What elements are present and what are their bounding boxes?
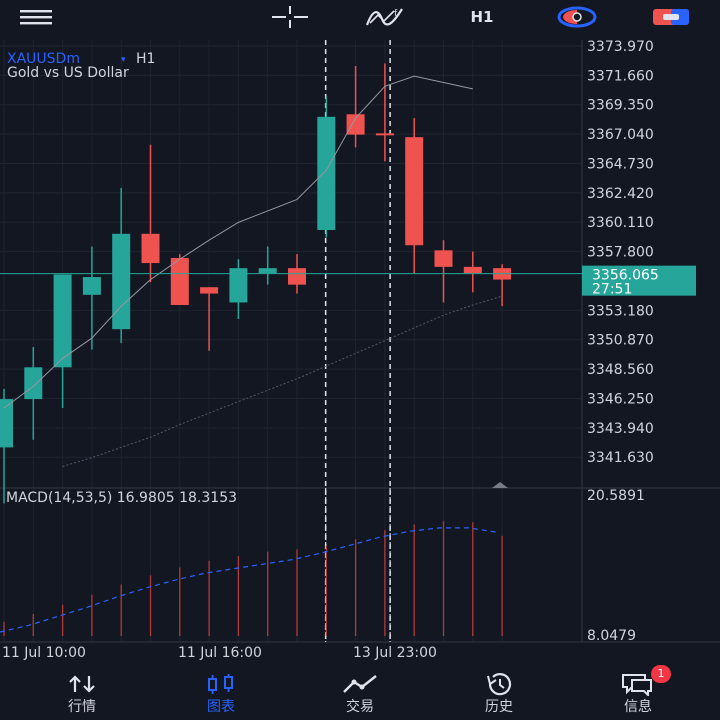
- last-price-tag: [582, 265, 696, 296]
- price-tick-label: 3353.180: [587, 303, 654, 319]
- crosshair-icon: [272, 6, 308, 28]
- price-tick-label: 3357.800: [587, 245, 654, 261]
- price-tick-label: 3364.730: [587, 156, 654, 172]
- moving-average-fast: [3, 75, 473, 409]
- trade-panel-button[interactable]: [650, 0, 692, 34]
- symbol-timeframe: H1: [136, 51, 155, 67]
- nav-label-messages: 信息: [624, 699, 652, 715]
- candle-body: [405, 137, 424, 246]
- price-tick-label: 3346.250: [587, 391, 654, 407]
- chart-icon: [208, 674, 233, 694]
- quotes-icon: [69, 675, 95, 693]
- candle-body: [112, 233, 131, 330]
- menu-button[interactable]: [16, 0, 56, 34]
- indicators-button[interactable]: f: [364, 0, 406, 34]
- macd-panel: 20.5891 8.0479: [0, 482, 645, 644]
- trade-icon: [343, 675, 377, 693]
- last-price-label: 3356.065: [592, 268, 659, 284]
- candle-body: [0, 399, 13, 448]
- candle-body: [258, 268, 277, 274]
- moving-average-slow: [62, 295, 503, 467]
- candle-body: [229, 268, 248, 303]
- price-tick-label: 3350.870: [587, 333, 654, 349]
- time-tick-label: 13 Jul 23:00: [353, 645, 437, 661]
- price-tick-label: 3343.940: [587, 421, 654, 437]
- crosshair-button[interactable]: [270, 0, 310, 34]
- time-axis: 11 Jul 10:00 11 Jul 16:00 13 Jul 23:00: [2, 645, 437, 661]
- candle-body: [141, 233, 160, 264]
- nav-label-chart: 图表: [207, 699, 235, 715]
- time-tick-label: 11 Jul 10:00: [2, 645, 86, 661]
- candle-body: [82, 277, 101, 295]
- nav-label-history: 历史: [485, 699, 513, 715]
- nav-label-quotes: 行情: [68, 699, 96, 715]
- symbol-dropdown-icon[interactable]: ▾: [121, 55, 126, 65]
- history-icon: [487, 673, 512, 696]
- symbol-description: Gold vs US Dollar: [7, 65, 129, 81]
- objects-button[interactable]: [556, 0, 598, 34]
- price-tick-label: 3362.420: [587, 186, 654, 202]
- objects-icon: [557, 6, 597, 28]
- nav-item-history[interactable]: 历史: [444, 666, 554, 720]
- candles-layer: [0, 63, 512, 504]
- macd-axis-top: 20.5891: [587, 488, 645, 504]
- macd-label: MACD(14,53,5) 16.9805 18.3153: [6, 490, 237, 506]
- nav-item-chart[interactable]: 图表: [166, 666, 276, 720]
- trade-panel-icon: [653, 9, 689, 25]
- candle-body: [24, 367, 43, 400]
- timeframe-label: H1: [470, 8, 494, 26]
- candle-body: [170, 257, 189, 306]
- time-tick-label: 11 Jul 16:00: [178, 645, 262, 661]
- nav-item-quotes[interactable]: 行情: [27, 666, 137, 720]
- macd-axis-bottom: 8.0479: [587, 628, 636, 644]
- messages-icon: [622, 674, 652, 696]
- symbol-name[interactable]: XAUUSDm: [7, 51, 80, 67]
- bottom-nav: 行情 图表 交易 历史 信息: [0, 666, 720, 720]
- macd-signal-line: [0, 527, 499, 633]
- svg-text:f: f: [394, 9, 398, 19]
- price-tick-label: 3373.970: [587, 39, 654, 55]
- countdown-label: 27:51: [592, 282, 632, 298]
- nav-item-trade[interactable]: 交易: [305, 666, 415, 720]
- nav-item-messages[interactable]: 信息: [583, 666, 693, 720]
- price-tick-label: 3371.660: [587, 68, 654, 84]
- candle-body: [346, 114, 365, 135]
- candle-body: [434, 250, 453, 267]
- scroll-marker-icon: [492, 482, 508, 488]
- nav-label-trade: 交易: [346, 699, 374, 715]
- price-tick-label: 3367.040: [587, 127, 654, 143]
- price-tick-label: 3360.110: [587, 215, 654, 231]
- candle-body: [53, 274, 72, 368]
- candle-body: [200, 287, 219, 294]
- candle-body: [375, 133, 394, 136]
- price-tick-label: 3348.560: [587, 362, 654, 378]
- timeframe-button[interactable]: H1: [460, 0, 504, 34]
- candle-body: [317, 116, 336, 230]
- candle-body: [463, 266, 482, 274]
- overlay-layer: [0, 75, 582, 467]
- price-tick-label: 3369.350: [587, 98, 654, 114]
- hamburger-icon: [20, 10, 52, 25]
- indicators-icon: f: [365, 8, 403, 26]
- top-toolbar: f H1: [0, 0, 720, 34]
- candle-body: [288, 268, 306, 285]
- notification-badge: 1: [651, 665, 671, 683]
- price-tick-label: 3341.630: [587, 450, 654, 466]
